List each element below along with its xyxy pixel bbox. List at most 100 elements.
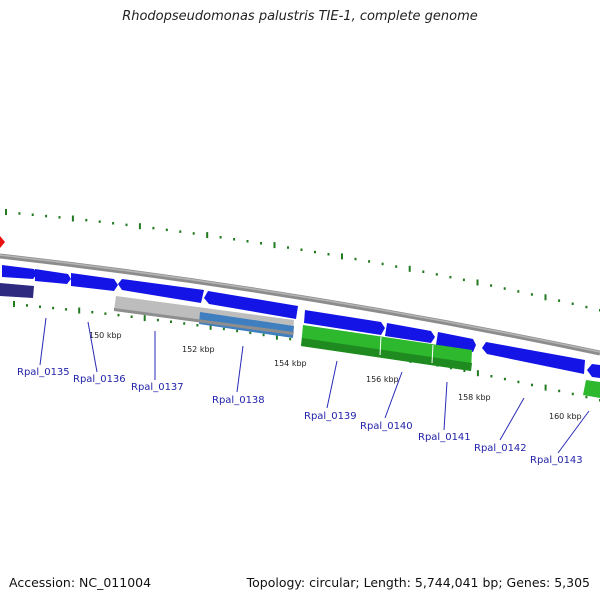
cds-arrow [204,291,298,319]
minor-tick [262,333,265,337]
minor-tick [354,257,357,261]
minor-tick [183,322,186,325]
cds-arrow [118,279,204,303]
cds-arrow [2,265,37,279]
minor-tick [327,253,330,256]
cds-arrow [436,332,476,352]
feature-block-shade [114,308,294,335]
gene-leaders [39,317,590,454]
minor-tick [219,236,222,239]
gene-label: Rpal_0135 [17,367,70,378]
gene-label: Rpal_0141 [418,432,471,443]
minor-tick [152,226,155,230]
feature-row-2 [0,283,294,338]
minor-tick [98,220,101,223]
minor-tick [422,270,425,273]
major-tick [273,242,276,249]
minor-tick [530,293,533,296]
cds-arrow [385,323,435,343]
major-tick [206,232,209,239]
minor-tick [517,380,520,384]
minor-tick [462,278,465,282]
minor-tick [490,284,493,287]
minor-tick [287,246,289,249]
minor-tick [222,327,225,331]
feature-row-3 [301,325,600,398]
minor-tick [236,329,239,333]
tick-label: 160 kbp [549,412,582,421]
accession-text: Accession: NC_011004 [9,575,152,590]
cds-arrow [482,342,585,374]
minor-tick [249,331,252,335]
minor-tick [585,305,588,309]
rna-block-shade [301,338,472,371]
minor-tick [65,308,68,311]
minor-tick [246,240,249,243]
minor-tick [490,375,493,378]
minor-tick [39,305,41,308]
genome-backbone [0,253,600,356]
major-tick [143,315,146,322]
gene-label: Rpal_0138 [212,395,265,406]
minor-tick [104,312,107,315]
minor-tick [585,395,588,399]
map-title: Rhodopseudomonas palustris TIE-1, comple… [122,9,478,24]
major-tick [544,294,547,301]
minor-tick [449,366,452,370]
major-tick [209,323,212,330]
tick-label: 152 kbp [182,345,215,354]
gene-leader-line [557,410,590,454]
minor-tick [463,369,466,372]
rna-block [583,380,600,398]
minor-tick [165,228,168,232]
gene-labels: Rpal_0135 Rpal_0136 Rpal_0137 Rpal_0138 … [17,367,583,466]
cds-arrow [587,364,600,378]
major-tick [71,215,74,222]
gene-label: Rpal_0139 [304,411,357,422]
minor-tick [289,337,292,341]
minor-tick [156,318,159,322]
cds-arrow [71,273,118,291]
gene-leader-line [384,371,403,419]
gene-leader-line [443,381,448,431]
major-tick [5,209,7,215]
minor-tick [558,299,561,302]
tick-label: 158 kbp [458,393,491,402]
minor-tick [130,315,133,318]
minor-tick [517,290,520,293]
rna-divider [431,344,434,364]
major-tick [408,265,411,272]
minor-tick [368,260,371,263]
gene-label: Rpal_0142 [474,443,527,454]
gene-leader-line [236,345,244,393]
genome-backbone-highlight [0,254,600,353]
major-tick [476,370,479,377]
minor-tick [192,232,195,235]
minor-tick [531,383,533,387]
gene-label: Rpal_0143 [530,455,583,466]
minor-tick [52,306,55,310]
cds-arrow [35,269,71,284]
minor-tick [558,389,561,393]
minor-tick [91,310,94,314]
minor-tick [18,212,21,215]
minor-tick [85,218,88,222]
minor-tick [300,248,303,251]
major-tick [13,301,15,307]
minor-tick [45,214,48,218]
minor-tick [503,287,506,290]
minor-tick [381,262,384,266]
feature-block [0,283,34,298]
gene-label: Rpal_0140 [360,421,413,432]
minor-tick [503,377,506,381]
gene-leader-line [87,321,98,373]
gene-label: Rpal_0136 [73,374,126,385]
major-tick [275,333,278,340]
minor-tick [233,238,236,241]
gene-leader-line [499,397,525,441]
tick-label: 150 kbp [89,331,122,340]
minor-tick [112,222,115,225]
minor-tick [395,265,398,268]
minor-tick [314,250,316,254]
